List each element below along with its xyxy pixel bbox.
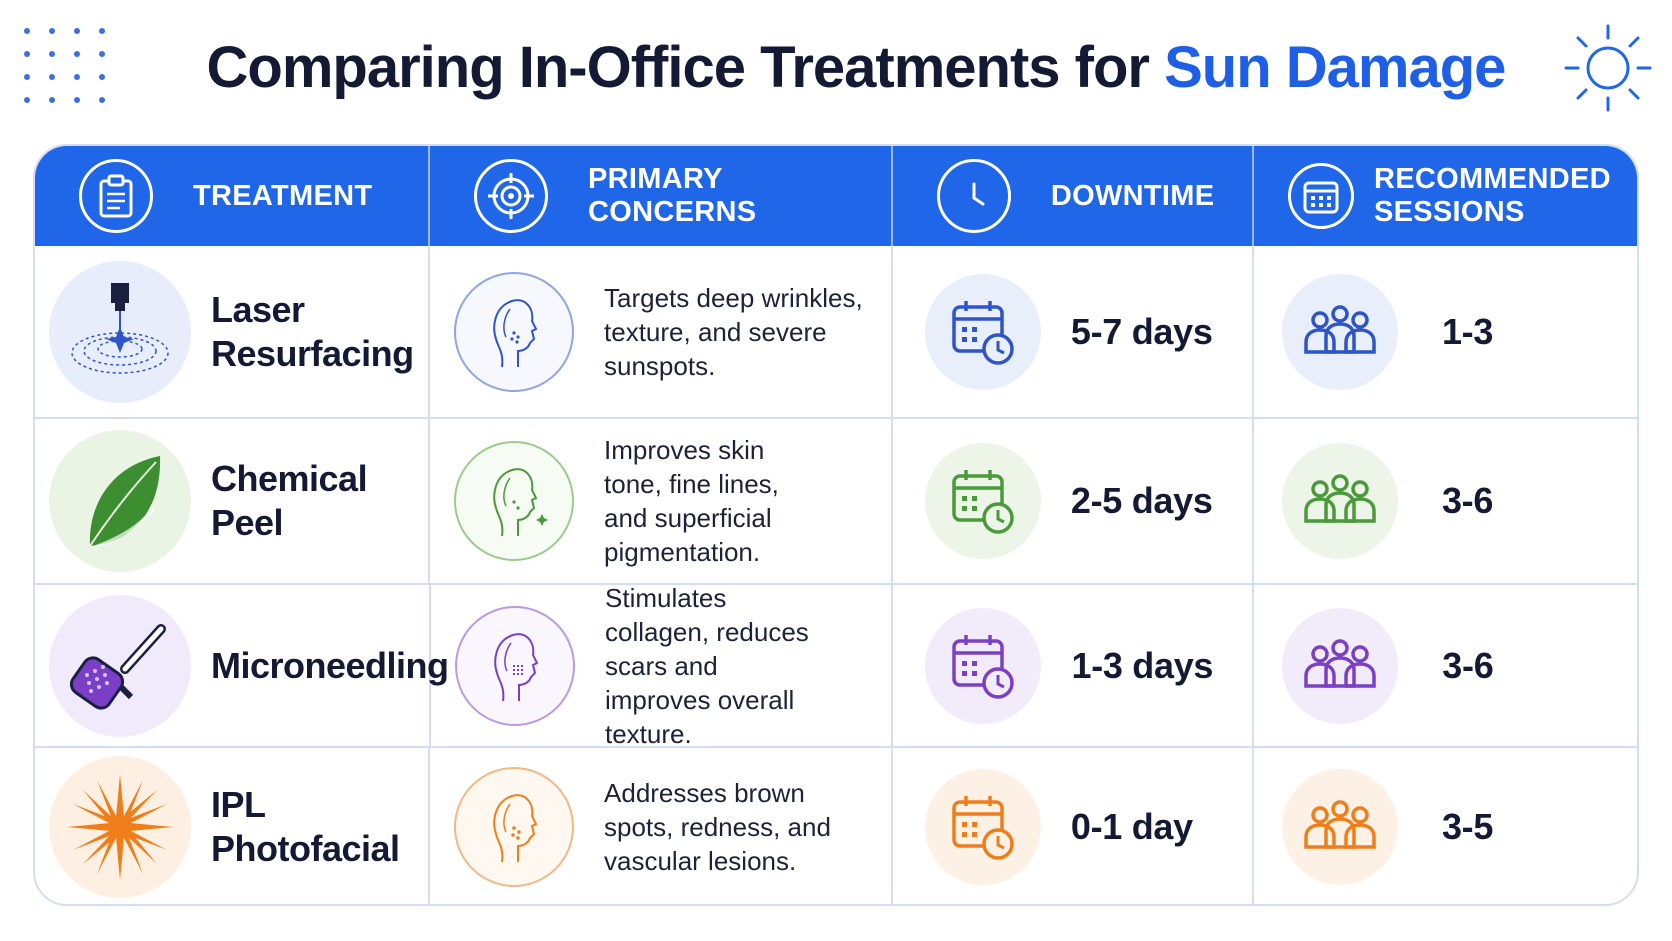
treatment-name: Chemical Peel [211,458,368,543]
sessions-cell: 3-6 [1254,419,1637,583]
table-body: Laser Resurfacing Targets deep wrinkles,… [35,246,1637,904]
sessions-cell: 3-5 [1254,748,1637,904]
treatment-name: IPL Photofacial [211,784,400,869]
table-row: Microneedling Stimulates collagen, reduc… [35,583,1637,749]
page-title: Comparing In-Office Treatments for Sun D… [0,34,1672,101]
calendar-clock-icon [924,273,1041,390]
downtime-value: 1-3 days [1071,644,1214,686]
concerns-cell: Targets deep wrinkles, texture, and seve… [430,246,893,417]
treatment-cell: Chemical Peel [35,419,431,583]
face-profile-icon [454,271,575,392]
comparison-table: TREATMENT PRIMARY CONCERNS DOWNTIME RECO… [33,144,1639,906]
concern-text: Stimulates collagen, reduces scars and i… [605,582,809,749]
calendar-clock-icon [924,769,1041,885]
sessions-cell: 3-6 [1254,585,1637,746]
header-label: RECOMMENDED SESSIONS [1373,163,1611,228]
treatment-cell: IPL Photofacial [35,748,431,904]
sessions-cell: 1-3 [1254,246,1637,417]
clock-icon [936,159,1011,233]
table-row: IPL Photofacial Addresses brown spots, r… [35,746,1637,904]
treatment-name: Microneedling [211,644,449,686]
concerns-cell: Stimulates collagen, reduces scars and i… [431,583,894,749]
laser-icon [49,260,191,403]
header-label: DOWNTIME [1050,179,1215,212]
downtime-cell: 5-7 days [893,246,1254,417]
header-label: TREATMENT [193,179,373,212]
table-row: Chemical Peel Improves skin tone, fine l… [35,417,1637,583]
concern-text: Addresses brown spots, redness, and vasc… [604,778,831,876]
decorative-dots [24,28,108,104]
people-group-icon [1281,769,1398,885]
title-main: Comparing In-Office Treatments for [206,35,1150,100]
sessions-value: 3-5 [1441,806,1494,847]
leaf-icon [49,430,191,572]
downtime-value: 5-7 days [1070,310,1213,352]
title-accent: Sun Damage [1164,35,1506,100]
derma-roller-icon [49,594,191,737]
people-group-icon [1281,273,1398,390]
downtime-cell: 0-1 day [893,748,1254,904]
treatment-cell: Laser Resurfacing [35,246,431,417]
concerns-cell: Addresses brown spots, redness, and vasc… [430,748,893,904]
concern-text: Targets deep wrinkles, texture, and seve… [604,282,863,381]
people-group-icon [1281,443,1398,559]
column-header-primary-concerns: PRIMARY CONCERNS [430,146,893,246]
concerns-cell: Improves skin tone, fine lines, and supe… [430,419,893,583]
face-profile-icon [454,441,575,561]
column-header-recommended-sessions: RECOMMENDED SESSIONS [1254,146,1637,246]
table-header: TREATMENT PRIMARY CONCERNS DOWNTIME RECO… [35,146,1637,246]
face-profile-icon [455,605,575,726]
sun-icon [1564,24,1652,112]
people-group-icon [1282,607,1399,724]
sessions-value: 1-3 [1441,310,1494,352]
calendar-clock-icon [925,607,1042,724]
sessions-value: 3-6 [1442,644,1494,686]
target-icon [474,159,549,233]
column-header-treatment: TREATMENT [35,146,431,246]
downtime-cell: 2-5 days [893,419,1254,583]
table-row: Laser Resurfacing Targets deep wrinkles,… [35,246,1637,417]
calendar-icon [1287,163,1354,229]
face-profile-icon [454,767,575,887]
sessions-value: 3-6 [1441,480,1494,521]
header-label: PRIMARY CONCERNS [588,163,757,228]
calendar-clock-icon [924,443,1041,559]
column-header-downtime: DOWNTIME [893,146,1254,246]
downtime-value: 0-1 day [1070,806,1193,847]
concern-text: Improves skin tone, fine lines, and supe… [604,435,779,567]
downtime-value: 2-5 days [1070,480,1213,521]
treatment-name: Laser Resurfacing [211,288,414,374]
light-burst-icon [49,756,191,898]
clipboard-icon [79,159,153,233]
treatment-cell: Microneedling [35,585,449,746]
downtime-cell: 1-3 days [893,585,1255,746]
